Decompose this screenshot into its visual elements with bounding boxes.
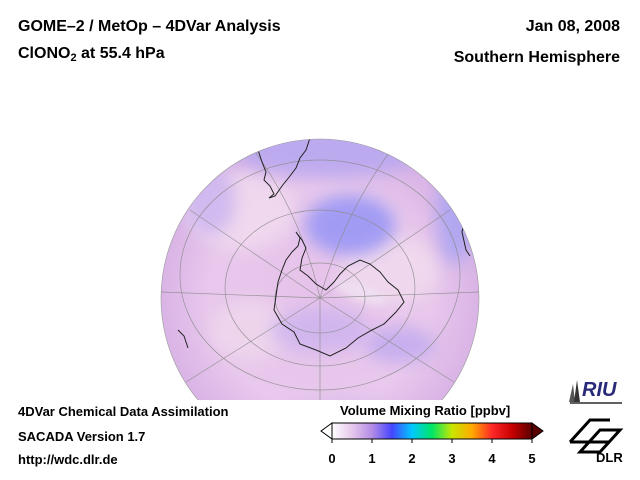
- colorbar-tick-label: 0: [328, 451, 335, 466]
- species-subscript: 2: [70, 52, 77, 64]
- riu-logo-text: RIU: [582, 379, 617, 401]
- colorbar-title: Volume Mixing Ratio [ppbv]: [340, 403, 511, 418]
- colorbar-tick-label: 2: [408, 451, 415, 466]
- region-label: Southern Hemisphere: [453, 49, 620, 66]
- footer-url: http://wdc.dlr.de: [18, 452, 118, 467]
- date-label: Jan 08, 2008: [525, 18, 620, 35]
- colorbar-tick-label: 3: [448, 451, 455, 466]
- riu-logo: RIU: [569, 379, 622, 404]
- colorbar: 0 1 2 3 4 5: [320, 422, 544, 466]
- globe-map: [160, 138, 480, 400]
- colorbar-tick-label: 4: [488, 451, 496, 466]
- colorbar-high-arrow: [531, 422, 544, 440]
- species-label: ClONO2 at 55.4 hPa: [18, 46, 165, 64]
- riu-tower-icon: [569, 384, 575, 402]
- footer-line-1: 4DVar Chemical Data Assimilation: [18, 404, 229, 419]
- footer-line-2: SACADA Version 1.7: [18, 429, 146, 444]
- globe-outline: [160, 138, 480, 400]
- map-title: GOME–2 / MetOp – 4DVar Analysis: [18, 18, 281, 35]
- species-level: at 55.4 hPa: [76, 45, 165, 62]
- colorbar-low-arrow: [320, 422, 333, 440]
- colorbar-ramp: [331, 422, 533, 440]
- species-main: ClONO: [18, 45, 71, 62]
- dlr-emblem-icon: [568, 418, 624, 454]
- colorbar-ticks: 0 1 2 3 4 5: [328, 439, 536, 466]
- dlr-logo-text: DLR: [596, 450, 623, 465]
- colorbar-tick-label: 5: [528, 451, 535, 466]
- globe-field: [161, 139, 479, 400]
- graticule: [161, 144, 479, 400]
- dlr-logo: DLR: [568, 418, 624, 465]
- colorbar-tick-label: 1: [368, 451, 375, 466]
